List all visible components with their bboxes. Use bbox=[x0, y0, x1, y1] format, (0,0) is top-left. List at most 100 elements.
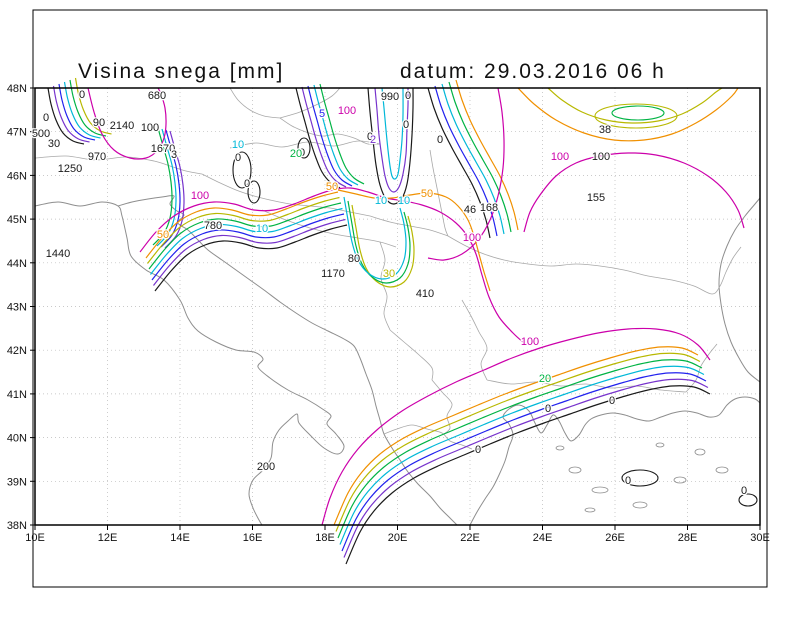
map-label: 780 bbox=[204, 220, 222, 232]
contour-line bbox=[434, 85, 498, 237]
island bbox=[591, 486, 609, 494]
lon-label: 30E bbox=[750, 532, 770, 544]
lon-label: 10E bbox=[25, 532, 45, 544]
contour-line bbox=[151, 213, 345, 281]
map-label: 0 bbox=[545, 403, 551, 415]
island bbox=[673, 476, 687, 484]
map-label: 0 bbox=[299, 147, 305, 159]
lon-label: 12E bbox=[98, 532, 118, 544]
map-label: 200 bbox=[257, 461, 275, 473]
contour-line bbox=[347, 200, 411, 284]
country-border bbox=[229, 87, 281, 119]
country-border bbox=[429, 149, 449, 237]
lat-label: 38N bbox=[7, 520, 27, 532]
country-border bbox=[461, 299, 488, 381]
contour-line bbox=[333, 346, 699, 526]
map-label: 0 bbox=[367, 131, 373, 143]
map-label: 5 bbox=[319, 108, 325, 120]
lon-label: 22E bbox=[460, 532, 480, 544]
map-label: 155 bbox=[587, 192, 605, 204]
map-label: 680 bbox=[148, 90, 166, 102]
contour-loop bbox=[247, 180, 261, 204]
map-label: 970 bbox=[88, 151, 106, 163]
map-label: 0 bbox=[609, 395, 615, 407]
island bbox=[632, 501, 648, 509]
coastline bbox=[34, 201, 345, 526]
lat-label: 39N bbox=[7, 476, 27, 488]
map-label: 30 bbox=[383, 268, 395, 280]
country-border bbox=[279, 87, 341, 119]
contour-line bbox=[313, 84, 359, 186]
map-label: 3 bbox=[171, 149, 177, 161]
contour-loop bbox=[232, 151, 252, 189]
map-label: 10 bbox=[232, 139, 244, 151]
contour-line bbox=[47, 87, 85, 145]
map-label: 1440 bbox=[46, 248, 70, 260]
contour-line bbox=[145, 191, 339, 259]
country-border bbox=[279, 117, 381, 145]
map-label: 0 bbox=[43, 112, 49, 124]
coastline bbox=[469, 396, 761, 526]
map-label: 100 bbox=[141, 122, 159, 134]
lat-label: 48N bbox=[7, 83, 27, 95]
lon-label: 26E bbox=[605, 532, 625, 544]
contour-line bbox=[345, 385, 711, 565]
map-label: 168 bbox=[480, 202, 498, 214]
lat-label: 46N bbox=[7, 170, 27, 182]
contour-line bbox=[63, 81, 101, 139]
contour-line bbox=[147, 196, 340, 264]
map-label: 100 bbox=[463, 232, 481, 244]
map-label: 0 bbox=[475, 444, 481, 456]
contour-line bbox=[427, 87, 491, 239]
coastlines-borders bbox=[34, 87, 761, 526]
map-label: 0 bbox=[403, 119, 409, 131]
map-label: 46 bbox=[464, 204, 476, 216]
map-title: Visina snega [mm] bbox=[78, 60, 284, 83]
map-label: 20 bbox=[290, 148, 302, 160]
map-label: 1670 bbox=[151, 143, 175, 155]
lon-label: 16E bbox=[243, 532, 263, 544]
map-label: 50 bbox=[421, 188, 433, 200]
contour-line bbox=[523, 152, 745, 233]
map-label: 0 bbox=[79, 89, 85, 101]
contour-line bbox=[337, 189, 491, 292]
lon-label: 14E bbox=[170, 532, 190, 544]
contour-loop bbox=[611, 105, 665, 121]
map-frame bbox=[30, 87, 761, 530]
contour-line bbox=[74, 77, 112, 135]
contour-line bbox=[150, 207, 343, 275]
lat-label: 44N bbox=[7, 258, 27, 270]
map-label: 0 bbox=[437, 134, 443, 146]
contour-loop bbox=[621, 469, 659, 487]
contour-line bbox=[343, 378, 709, 558]
lat-label: 43N bbox=[7, 302, 27, 314]
map-label: 0 bbox=[741, 485, 747, 497]
contour-line bbox=[335, 352, 701, 532]
map-label: 500 bbox=[32, 128, 50, 140]
contour-line bbox=[341, 372, 707, 552]
outer-border bbox=[32, 9, 768, 588]
map-label: 990 bbox=[381, 91, 399, 103]
country-border bbox=[431, 379, 453, 435]
map-label: 1170 bbox=[321, 268, 345, 280]
map-label: 50 bbox=[326, 181, 338, 193]
map-label: 10 bbox=[375, 195, 387, 207]
contour-line bbox=[343, 196, 407, 280]
island bbox=[568, 466, 582, 474]
map-label: 100 bbox=[551, 151, 569, 163]
map-label: 20 bbox=[539, 373, 551, 385]
contour-line bbox=[427, 87, 505, 261]
contour-line bbox=[319, 83, 365, 185]
contour-loop bbox=[594, 103, 678, 129]
country-border bbox=[201, 173, 371, 217]
map-label: 30 bbox=[48, 138, 60, 150]
contour-line bbox=[337, 359, 703, 539]
lat-label: 45N bbox=[7, 214, 27, 226]
island bbox=[715, 466, 729, 474]
contour-loop bbox=[297, 137, 311, 159]
lat-label: 40N bbox=[7, 433, 27, 445]
contour-line bbox=[321, 327, 711, 526]
lon-label: 24E bbox=[533, 532, 553, 544]
coastline bbox=[117, 195, 458, 526]
